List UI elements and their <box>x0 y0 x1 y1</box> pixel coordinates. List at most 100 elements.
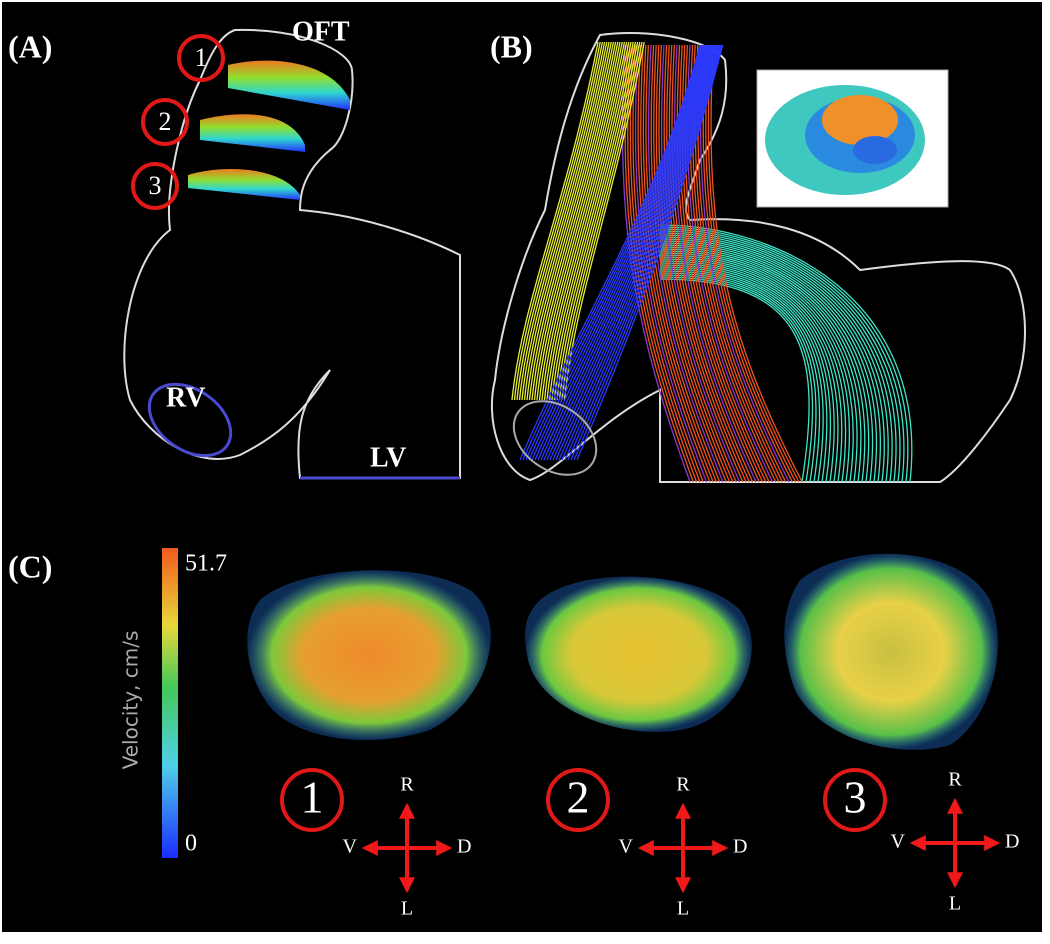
streamline <box>707 44 800 483</box>
streamline <box>659 274 817 483</box>
direction-label: V <box>343 836 358 858</box>
streamline <box>558 41 641 401</box>
streamline <box>548 41 632 401</box>
streamline <box>659 228 905 483</box>
streamline <box>671 44 754 483</box>
streamline <box>555 44 716 461</box>
section-number: 3 <box>844 772 867 823</box>
streamline <box>576 44 724 461</box>
streamline <box>659 224 913 483</box>
direction-label: L <box>401 898 413 920</box>
colorbar-max: 51.7 <box>185 551 227 577</box>
direction-label: D <box>1005 831 1019 853</box>
inset-flow <box>853 136 897 164</box>
section-number: 2 <box>567 772 590 823</box>
streamline <box>543 41 628 401</box>
streamline <box>659 226 909 483</box>
streamline <box>540 44 710 461</box>
streamline <box>663 44 744 483</box>
rv-inlet <box>512 400 598 476</box>
rv-inlet <box>147 382 233 458</box>
streamline <box>660 44 741 483</box>
streamline <box>659 276 814 483</box>
colorbar-min: 0 <box>185 831 197 857</box>
direction-label: R <box>676 774 690 796</box>
section-marker <box>823 768 887 832</box>
streamline <box>537 44 708 461</box>
streamline <box>533 41 619 401</box>
streamline <box>659 260 843 483</box>
streamline <box>573 44 723 461</box>
streamline <box>659 262 839 483</box>
velocity-section <box>247 570 491 740</box>
streamline <box>538 41 623 401</box>
direction-label: D <box>457 836 471 858</box>
streamline <box>659 248 866 483</box>
streamline <box>518 41 606 401</box>
annotation: RV <box>166 382 205 413</box>
streamline <box>546 44 712 461</box>
streamline <box>526 41 612 401</box>
plane-marker <box>141 98 189 146</box>
plane-marker <box>131 162 179 210</box>
direction-label: L <box>949 893 961 915</box>
direction-label: L <box>677 898 689 920</box>
streamline <box>659 230 901 483</box>
heart-outline <box>123 28 461 479</box>
velocity-section <box>525 576 752 732</box>
streamline <box>627 44 698 483</box>
streamline <box>525 44 704 461</box>
colorbar <box>162 548 178 858</box>
streamline <box>659 264 835 483</box>
heart-outline <box>491 32 1026 483</box>
direction-label: D <box>733 836 747 858</box>
streamline <box>710 44 803 483</box>
section-marker <box>546 768 610 832</box>
streamline <box>659 242 878 483</box>
streamline <box>570 44 722 461</box>
panel-label: (A) <box>8 28 52 64</box>
streamline <box>640 44 714 483</box>
velocity-band <box>188 169 300 200</box>
streamlines <box>511 41 913 483</box>
streamline <box>536 41 621 401</box>
streamline <box>543 44 711 461</box>
streamline <box>653 44 731 483</box>
plane-number: 3 <box>149 171 162 200</box>
direction-label: R <box>400 774 414 796</box>
streamline <box>551 41 634 401</box>
direction-label: R <box>948 769 962 791</box>
streamline <box>549 44 713 461</box>
streamline <box>516 41 604 401</box>
section-keys: 1 R L V D 2 R L V D 3 R L V D <box>280 768 1019 920</box>
velocity-band <box>200 114 305 152</box>
panel-label: (B) <box>490 28 533 64</box>
streamline <box>564 44 719 461</box>
streamline <box>519 44 701 461</box>
streamline <box>558 44 717 461</box>
plane-marker <box>177 34 225 82</box>
plane-number: 1 <box>195 43 208 72</box>
streamline <box>659 246 870 483</box>
streamline <box>521 41 608 401</box>
streamline <box>659 278 810 483</box>
streamline <box>659 250 862 483</box>
streamline <box>659 266 832 483</box>
streamline <box>556 41 639 401</box>
streamline <box>642 44 718 483</box>
streamline <box>673 44 757 483</box>
streamline <box>668 44 750 483</box>
streamline <box>523 41 610 401</box>
streamline <box>659 244 874 483</box>
streamline <box>658 44 737 483</box>
streamline <box>531 41 617 401</box>
plane-number: 2 <box>159 107 172 136</box>
streamline <box>567 44 720 461</box>
streamline <box>659 268 828 483</box>
streamline <box>511 41 599 401</box>
velocity-section <box>784 553 998 750</box>
inset-flow <box>822 95 898 145</box>
section-number: 1 <box>301 772 324 823</box>
